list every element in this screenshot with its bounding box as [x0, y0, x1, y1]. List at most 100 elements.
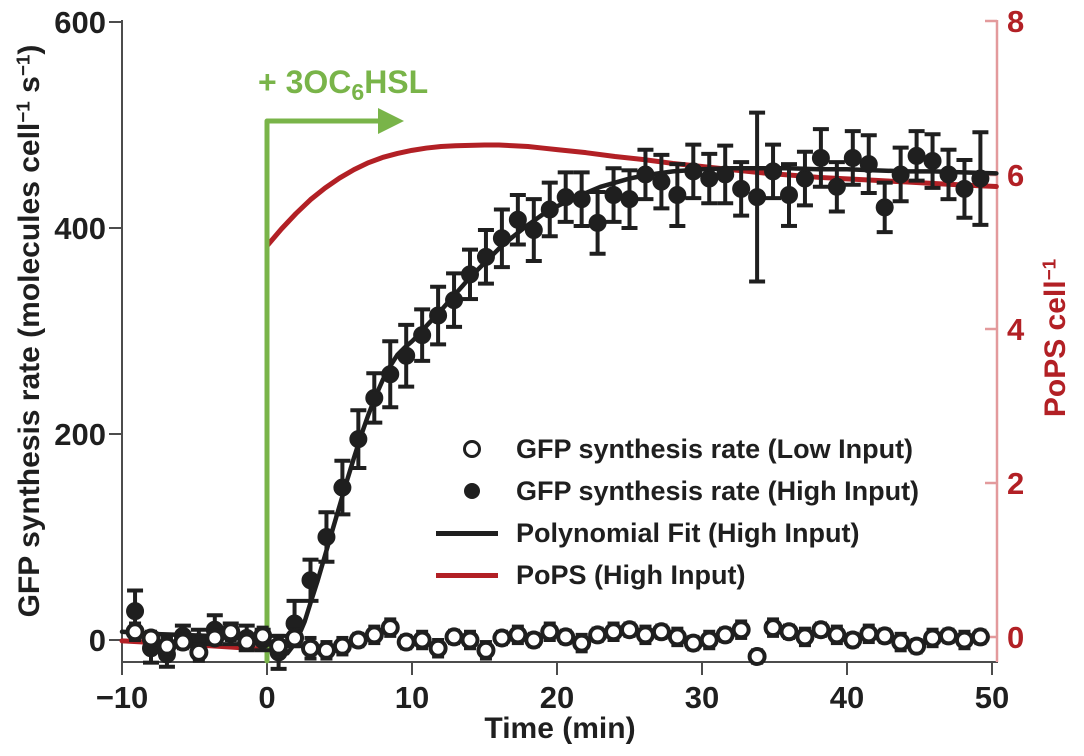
low-input-data-point	[316, 640, 336, 660]
low-input-data-point	[954, 630, 974, 650]
low-input-data-point	[221, 622, 241, 642]
low-input-data-point	[667, 627, 687, 647]
low-input-data-point	[604, 622, 624, 642]
y-axis-label-left: GFP synthesis rate (molecules cell−1 s−1…	[13, 44, 46, 618]
y-right-tick-label: 2	[1007, 466, 1024, 501]
low-input-data-point	[205, 628, 225, 648]
low-input-data-point	[269, 636, 289, 656]
high-input-data-point	[891, 165, 910, 184]
high-input-data-point	[859, 155, 878, 174]
open-circle-marker-icon	[436, 440, 508, 458]
low-input-data-point	[827, 625, 847, 645]
low-input-data-point	[731, 620, 751, 640]
y-left-tick-label: 600	[54, 5, 106, 40]
x-tick-label: 10	[395, 680, 429, 715]
high-input-data-point	[716, 165, 735, 184]
y-left-tick-label: 200	[54, 417, 106, 452]
y-axis-label-right: PoPS cell−1	[1039, 258, 1072, 418]
low-input-data-point	[620, 620, 639, 640]
high-input-data-point	[907, 146, 926, 165]
filled-circle-marker-icon	[436, 483, 508, 499]
low-input-data-point	[635, 625, 655, 645]
high-input-data-point	[317, 528, 336, 546]
high-input-data-point	[540, 200, 559, 219]
x-tick-label: 30	[685, 680, 719, 715]
y-left-tick-label: 400	[54, 211, 106, 246]
high-input-data-point	[795, 169, 814, 188]
x-tick-label: 50	[975, 680, 1009, 715]
low-input-data-point	[476, 640, 496, 660]
low-input-data-point	[859, 624, 879, 644]
low-input-data-point	[651, 622, 671, 642]
low-input-data-point	[492, 628, 512, 648]
high-input-data-point	[333, 478, 352, 497]
high-input-data-point	[572, 190, 591, 209]
legend-label: GFP synthesis rate (High Input)	[516, 475, 920, 506]
induction-arrow-line	[264, 118, 389, 664]
high-input-data-point	[764, 162, 783, 181]
induction-arrow-head	[378, 108, 404, 134]
low-input-data-point	[556, 627, 576, 647]
high-input-data-point	[365, 388, 384, 407]
low-input-data-point	[970, 627, 990, 647]
high-input-data-point	[349, 430, 368, 449]
high-input-data-point	[780, 186, 798, 205]
high-input-data-point	[732, 179, 751, 198]
y-right-tick-label: 6	[1007, 158, 1024, 193]
high-input-data-point	[556, 188, 575, 207]
high-input-data-point	[684, 162, 703, 181]
high-input-data-point	[939, 165, 958, 184]
high-input-data-point	[971, 169, 990, 188]
low-input-data-point	[253, 626, 273, 646]
low-input-data-point	[540, 622, 560, 642]
x-tick-label: 40	[830, 680, 864, 715]
low-input-data-point	[189, 642, 209, 662]
low-input-data-point	[763, 618, 783, 638]
y-left-tick-label: 0	[89, 623, 106, 658]
low-input-data-point	[907, 636, 927, 656]
high-input-data-point	[413, 326, 432, 345]
low-input-data-point	[572, 633, 592, 653]
low-input-data-point	[843, 630, 863, 650]
high-input-data-point	[397, 346, 416, 365]
high-input-data-point	[748, 188, 767, 207]
low-input-data-point	[237, 632, 257, 652]
low-input-data-point	[747, 646, 767, 666]
low-input-data-point	[875, 626, 895, 646]
high-input-data-point	[301, 571, 320, 590]
low-input-data-point	[779, 622, 799, 642]
low-input-data-point	[301, 638, 320, 658]
high-input-data-point	[429, 306, 448, 325]
x-tick-label: 0	[258, 680, 275, 715]
high-input-data-point	[652, 172, 671, 191]
low-input-data-point	[715, 625, 735, 645]
high-input-data-point	[955, 179, 974, 198]
low-input-data-point	[285, 628, 305, 648]
high-input-data-point	[445, 291, 464, 310]
low-input-data-point	[891, 632, 911, 652]
low-input-data-point	[939, 626, 958, 646]
low-input-data-point	[524, 630, 544, 650]
y-right-tick-label: 8	[1007, 4, 1024, 39]
high-input-data-point	[636, 165, 655, 184]
low-input-data-point	[699, 630, 719, 650]
high-input-data-point	[875, 198, 894, 217]
inducer-annotation: + 3OC6HSL	[258, 64, 429, 105]
low-input-data-point	[332, 636, 352, 656]
high-input-data-point	[811, 148, 830, 167]
y-right-tick-label: 0	[1007, 620, 1024, 655]
high-input-data-point	[700, 169, 719, 188]
high-input-data-point	[620, 190, 639, 209]
low-input-data-point	[348, 630, 368, 650]
low-input-data-point	[811, 620, 831, 640]
low-input-data-point	[444, 627, 464, 647]
low-input-data-point	[683, 633, 703, 653]
y-right-tick-label: 4	[1007, 312, 1025, 347]
low-input-data-point	[396, 632, 416, 652]
low-input-data-point	[412, 630, 432, 650]
low-input-data-point	[428, 638, 448, 658]
high-input-data-point	[381, 365, 400, 384]
high-input-data-point	[461, 265, 479, 284]
